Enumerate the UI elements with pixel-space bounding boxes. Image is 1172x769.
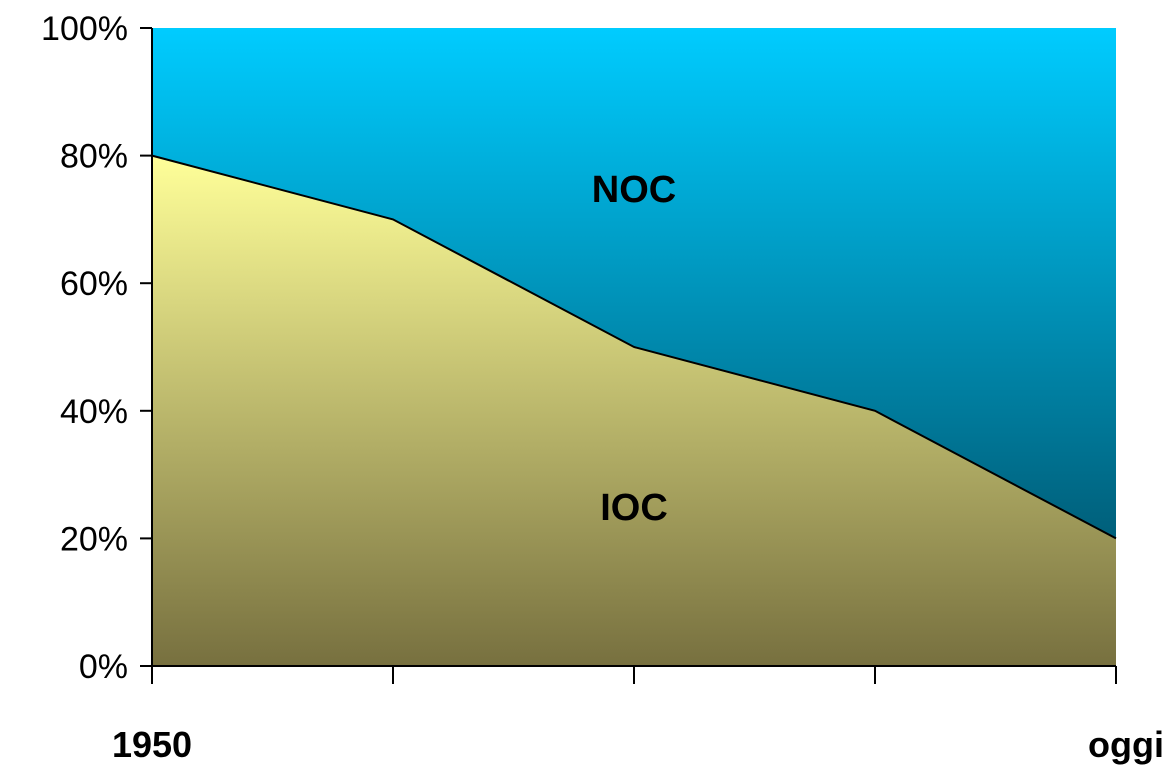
y-axis-ticks: 0% 20% 40% 60% 80% 100% [41, 10, 152, 686]
x-tick-label: 1950 [112, 724, 192, 765]
series-label-ioc: IOC [600, 487, 668, 529]
x-axis-ticks: 1950 oggi [112, 666, 1164, 765]
y-tick-label: 40% [60, 393, 128, 431]
y-tick-label: 100% [41, 10, 128, 48]
y-tick-label: 80% [60, 138, 128, 176]
area-noc [152, 28, 1116, 539]
series-label-noc: NOC [592, 169, 676, 211]
y-tick-label: 20% [60, 520, 128, 558]
series-boundary-line [151, 154, 1117, 540]
y-tick-label: 60% [60, 265, 128, 303]
x-tick-label: oggi [1088, 724, 1164, 765]
plot-areas [151, 28, 1117, 666]
area-ioc [152, 155, 1116, 666]
y-tick-label: 0% [79, 648, 128, 686]
